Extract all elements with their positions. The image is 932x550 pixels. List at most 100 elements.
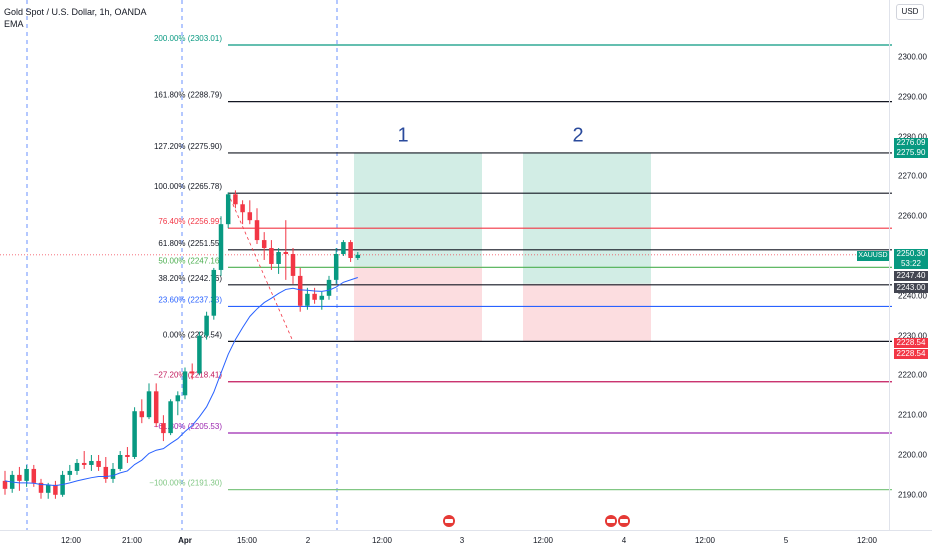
candle-body	[211, 269, 217, 316]
candle-body	[45, 484, 51, 493]
candle-body	[182, 371, 188, 396]
time-tick-label: 12:00	[694, 536, 716, 545]
candle-body	[233, 194, 238, 205]
time-tick-label: Apr	[178, 536, 192, 545]
time-tick-label: 12:00	[856, 536, 878, 545]
us-event-flag-icon[interactable]	[618, 515, 630, 527]
candle-body	[96, 460, 101, 467]
time-tick-label: 15:00	[236, 536, 258, 545]
chart-header: Gold Spot / U.S. Dollar, 1h, OANDA EMA	[4, 6, 147, 30]
candle-body	[319, 295, 325, 300]
candle-body	[312, 293, 317, 300]
candle-body	[189, 371, 195, 374]
fib-level-label: 0.00% (2228.54)	[163, 330, 222, 339]
current-price-tag: 2250.30	[894, 249, 928, 259]
price-tick-label: 2290.00	[898, 92, 927, 102]
candle-body	[38, 482, 44, 493]
candle-body	[355, 254, 361, 258]
time-axis-divider	[0, 530, 932, 531]
price-axis-divider	[889, 0, 890, 530]
countdown-tag: 53:22	[894, 259, 928, 269]
take-profit-zone	[523, 152, 651, 284]
fib-level-label: 50.00% (2247.16)	[158, 256, 222, 265]
price-tick-label: 2230.00	[898, 331, 927, 341]
candle-body	[283, 252, 289, 255]
symbol-title[interactable]: Gold Spot / U.S. Dollar, 1h, OANDA	[4, 7, 147, 17]
price-tick-label: 2260.00	[898, 211, 927, 221]
entry-price-tag-2: 2243.00	[894, 283, 928, 293]
price-tick-label: 2270.00	[898, 171, 927, 181]
candle-body	[117, 455, 123, 469]
us-event-flag-icon[interactable]	[443, 515, 455, 527]
fib-anchor-trendline	[227, 193, 294, 342]
time-tick-label: 5	[783, 536, 789, 545]
price-tick-label: 2220.00	[898, 370, 927, 380]
currency-button[interactable]: USD	[896, 4, 924, 20]
candle-body	[290, 254, 296, 276]
fib-level-label: 200.00% (2303.01)	[154, 34, 222, 43]
take-profit-zone	[354, 152, 482, 267]
stop-price-tag-1: 2228.54	[894, 338, 928, 348]
time-tick-label: 12:00	[60, 536, 82, 545]
candle-body	[139, 411, 145, 418]
ema-indicator-label[interactable]: EMA	[4, 19, 24, 29]
stop-price-tag-2: 2228.54	[894, 349, 928, 359]
candle-body	[125, 455, 130, 457]
candle-body	[161, 423, 166, 434]
fib-level-label: 38.20% (2242.76)	[158, 274, 222, 283]
candle-body	[53, 484, 58, 495]
candle-body	[24, 468, 29, 481]
candle-body	[110, 468, 116, 479]
time-tick-label: 2	[305, 536, 311, 545]
fib-level-label: 161.80% (2288.79)	[154, 91, 222, 100]
candle-body	[67, 470, 73, 475]
candle-body	[17, 474, 22, 481]
candle-body	[153, 391, 159, 424]
candle-body	[305, 293, 310, 306]
candle-body	[341, 242, 346, 255]
candle-body	[2, 480, 8, 489]
candle-body	[254, 220, 260, 241]
time-tick-label: 4	[621, 536, 627, 545]
position-label-1: 1	[397, 124, 409, 147]
candle-body	[218, 224, 224, 270]
stop-loss-zone	[523, 283, 651, 342]
stop-loss-zone	[354, 266, 482, 342]
fib-level-label: 23.60% (2237.33)	[158, 295, 222, 304]
candle-body	[168, 401, 173, 434]
candle-body	[103, 466, 109, 479]
time-tick-label: 12:00	[532, 536, 554, 545]
target-price-tag: 2275.90	[894, 148, 928, 158]
price-tick-label: 2200.00	[898, 450, 927, 460]
candle-body	[204, 315, 209, 336]
fib-level-label: 127.20% (2275.90)	[154, 142, 222, 151]
candle-body	[225, 194, 231, 225]
fib-level-label: 61.80% (2251.55)	[158, 239, 222, 248]
candle-body	[326, 279, 332, 296]
candle-body	[297, 275, 303, 306]
candle-body	[146, 391, 152, 418]
ema-line	[4, 277, 358, 487]
candle-body	[89, 460, 94, 465]
candle-body	[31, 468, 37, 483]
price-tick-label: 2280.00	[898, 132, 927, 142]
fib-level-label: 76.40% (2256.99)	[158, 217, 222, 226]
candle-body	[175, 395, 181, 402]
candle-body	[348, 242, 353, 258]
us-event-flag-icon[interactable]	[605, 515, 617, 527]
position-label-2: 2	[572, 124, 584, 147]
price-tick-label: 2210.00	[898, 410, 927, 420]
time-tick-label: 12:00	[371, 536, 393, 545]
candle-body	[197, 335, 202, 374]
candle-body	[276, 252, 281, 264]
fib-level-label: 100.00% (2265.78)	[154, 182, 222, 191]
candle-body	[269, 248, 274, 264]
entry-price-tag-1: 2247.40	[894, 271, 928, 281]
target-price-tag-top: 2276.09	[894, 138, 928, 148]
candle-body	[261, 240, 267, 249]
candle-body	[74, 462, 80, 471]
fib-level-label: −27.20% (2218.41)	[154, 371, 223, 380]
candle-body	[132, 411, 137, 457]
candle-body	[333, 254, 339, 280]
